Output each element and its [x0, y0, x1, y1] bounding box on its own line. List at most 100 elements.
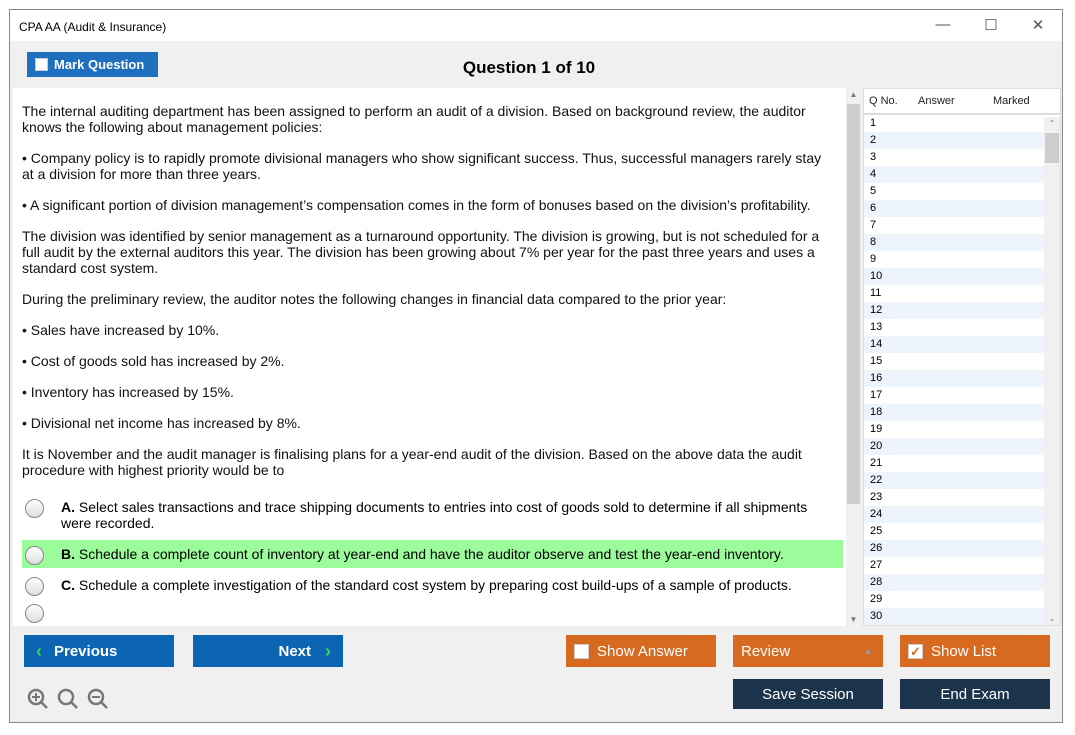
question-title: Question 1 of 10 [462, 58, 596, 77]
end-exam-button[interactable]: End Exam [900, 679, 1050, 709]
list-row[interactable]: 7 [870, 219, 877, 231]
question-pane: The internal auditing department has bee… [13, 88, 846, 626]
answer-option-c[interactable]: C. Schedule a complete investigation of … [22, 571, 843, 599]
question-paragraph: During the preliminary review, the audit… [22, 291, 727, 307]
option-text: Schedule a complete count of inventory a… [78, 546, 784, 562]
option-text: Schedule a complete investigation of the… [78, 577, 792, 593]
radio-icon [25, 499, 44, 518]
list-row[interactable]: 29 [870, 593, 883, 605]
question-paragraph: It is November and the audit manager is … [22, 446, 802, 478]
list-row[interactable]: 26 [864, 540, 1044, 557]
answer-option-a[interactable]: A. Select sales transactions and trace s… [22, 493, 843, 537]
scroll-down-icon[interactable]: ▼ [849, 615, 858, 624]
radio-icon [25, 604, 44, 623]
zoom-out-icon[interactable] [87, 688, 108, 709]
list-scrollbar[interactable]: ⌃ ⌄ [1044, 117, 1060, 625]
mark-question-label: Mark Question [54, 57, 145, 72]
show-answer-button[interactable]: Show Answer [566, 635, 716, 667]
list-row[interactable]: 6 [864, 200, 1044, 217]
minimize-icon[interactable]: — [935, 16, 951, 33]
list-row[interactable]: 3 [870, 151, 877, 163]
previous-label: Previous [54, 642, 118, 660]
header-marked: Marked [993, 95, 1030, 107]
list-row[interactable]: 13 [870, 321, 883, 333]
list-row[interactable]: 16 [864, 370, 1044, 387]
option-letter: A. [61, 499, 75, 515]
question-paragraph: • Sales have increased by 10%. [22, 322, 220, 338]
header: Mark Question Question 1 of 10 [10, 41, 1062, 88]
show-answer-label: Show Answer [597, 642, 688, 660]
list-row[interactable]: 9 [870, 253, 877, 265]
list-row[interactable]: 18 [864, 404, 1044, 421]
chevron-left-icon: ‹ [36, 640, 42, 661]
app-window: CPA AA (Audit & Insurance) — ☐ ✕ Mark Qu… [9, 9, 1063, 723]
mark-question-button[interactable]: Mark Question [27, 52, 158, 77]
close-icon[interactable]: ✕ [1031, 17, 1045, 34]
next-label: Next [278, 642, 311, 660]
list-row[interactable]: 30 [864, 608, 1044, 625]
list-row[interactable]: 17 [870, 389, 883, 401]
list-row[interactable]: 11 [870, 287, 882, 299]
option-letter: B. [61, 546, 75, 562]
zoom-in-icon[interactable] [27, 688, 48, 709]
caret-up-icon: ▲ [863, 645, 873, 657]
list-row[interactable]: 12 [864, 302, 1044, 319]
list-row[interactable]: 19 [870, 423, 883, 435]
list-row[interactable]: 27 [870, 559, 883, 571]
list-row[interactable]: 5 [870, 185, 877, 197]
list-row[interactable]: 2 [864, 132, 1044, 149]
save-session-button[interactable]: Save Session [733, 679, 883, 709]
question-paragraph: • Inventory has increased by 15%. [22, 384, 234, 400]
review-label: Review [741, 642, 791, 660]
chevron-right-icon: › [325, 640, 331, 661]
checkbox-icon [35, 58, 48, 71]
list-row[interactable]: 22 [864, 472, 1044, 489]
show-list-button[interactable]: ✓ Show List [900, 635, 1050, 667]
header-qno: Q No. [869, 95, 898, 107]
question-paragraph: • Company policy is to rapidly promote d… [22, 150, 822, 182]
list-header: Q No. Answer Marked [864, 89, 1060, 115]
checked-checkbox-icon: ✓ [908, 643, 923, 659]
scroll-down-icon[interactable]: ⌄ [1048, 614, 1056, 623]
list-row[interactable]: 23 [870, 491, 883, 503]
scroll-up-icon[interactable]: ▲ [849, 90, 858, 99]
scroll-up-icon[interactable]: ⌃ [1048, 119, 1056, 128]
list-row[interactable]: 14 [864, 336, 1044, 353]
list-row[interactable]: 25 [870, 525, 883, 537]
list-row[interactable]: 8 [864, 234, 1044, 251]
scroll-thumb[interactable] [1045, 133, 1059, 163]
answer-option-b[interactable]: B. Schedule a complete count of inventor… [22, 540, 843, 568]
question-paragraph: • A significant portion of division mana… [22, 197, 811, 213]
list-row[interactable]: 24 [864, 506, 1044, 523]
header-answer: Answer [918, 95, 955, 107]
zoom-reset-icon[interactable] [57, 688, 78, 709]
checkbox-icon [574, 643, 589, 659]
list-row[interactable]: 28 [864, 574, 1044, 591]
next-button[interactable]: Next › [193, 635, 343, 667]
question-paragraph: • Divisional net income has increased by… [22, 415, 301, 431]
option-letter: C. [61, 577, 75, 593]
radio-icon [25, 546, 44, 565]
previous-button[interactable]: ‹ Previous [24, 635, 174, 667]
radio-icon [25, 577, 44, 596]
question-scrollbar[interactable]: ▲ ▼ [846, 88, 861, 626]
list-row[interactable]: 4 [864, 166, 1044, 183]
list-row[interactable]: 1 [870, 117, 877, 129]
scroll-thumb[interactable] [847, 104, 860, 504]
maximize-icon[interactable]: ☐ [984, 17, 998, 34]
list-row[interactable]: 15 [870, 355, 883, 367]
option-d-partial[interactable] [22, 602, 843, 626]
title-bar: CPA AA (Audit & Insurance) — ☐ ✕ [10, 10, 1062, 41]
window-title: CPA AA (Audit & Insurance) [19, 20, 167, 34]
list-row[interactable]: 21 [870, 457, 883, 469]
list-row[interactable]: 20 [864, 438, 1044, 455]
question-list: Q No. Answer Marked 1 2 3 4 5 6 7 8 9 10 11 12 13 14 1… [863, 88, 1061, 626]
list-row[interactable]: 10 [864, 268, 1044, 285]
question-paragraph: The division was identified by senior ma… [22, 228, 820, 276]
zoom-controls [27, 688, 108, 709]
show-list-label: Show List [931, 642, 997, 660]
question-paragraph: The internal auditing department has bee… [22, 103, 806, 135]
review-dropdown[interactable]: Review ▲ [733, 635, 883, 667]
option-text: Select sales transactions and trace ship… [61, 499, 808, 531]
question-paragraph: • Cost of goods sold has increased by 2%… [22, 353, 285, 369]
